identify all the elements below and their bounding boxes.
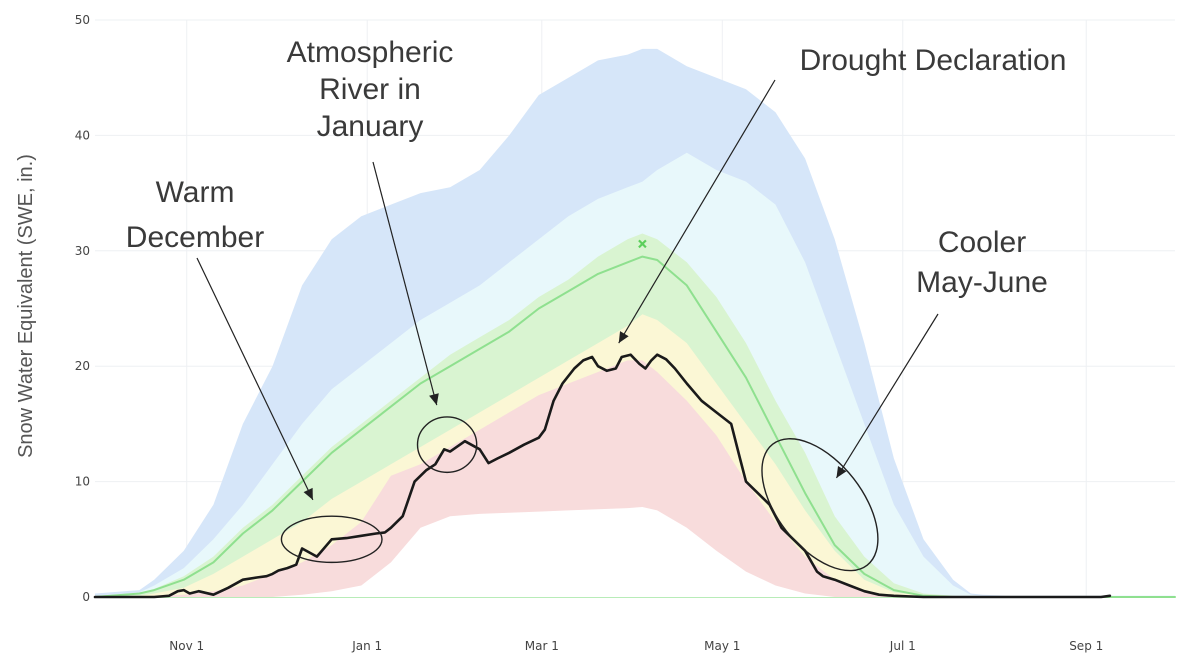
- annotation-arrow: [196, 257, 314, 501]
- markers: [638, 239, 647, 249]
- x-tick-label: Jul 1: [889, 639, 916, 653]
- y-axis-label: Snow Water Equivalent (SWE, in.): [15, 154, 37, 458]
- x-axis-ticks: Nov 1 Jan 1 Mar 1 May 1 Jul 1 Sep 1: [169, 639, 1103, 653]
- annotation-4: Cooler May-June: [761, 226, 1048, 572]
- annotation-ellipse: [416, 416, 478, 474]
- annotation-text: Atmospheric River in January: [287, 36, 454, 143]
- annotation-2: Atmospheric River in January: [287, 36, 478, 474]
- percentile-bands: [95, 48, 1175, 597]
- annotation-line: Cooler: [938, 226, 1026, 259]
- y-tick-label: 30: [75, 244, 90, 258]
- annotation-text: Drought Declaration: [800, 44, 1067, 77]
- series-lines: [93, 255, 1176, 599]
- annotation-1: Warm December: [126, 176, 383, 564]
- annotation-arrowhead: [618, 331, 629, 344]
- median-peak-marker: [638, 239, 647, 249]
- x-tick-label: Jan 1: [351, 639, 382, 653]
- annotation-text: Cooler May-June: [916, 226, 1048, 299]
- annotation-line: Atmospheric: [287, 36, 454, 69]
- annotation-line: Drought Declaration: [800, 44, 1067, 77]
- line-current-year: [93, 353, 1112, 599]
- annotation-arrowhead: [429, 393, 439, 406]
- annotation-arrow: [372, 161, 438, 406]
- x-tick-label: Mar 1: [525, 639, 559, 653]
- band-min: [95, 507, 1175, 597]
- annotations: Warm December Atmospheric River in January Dr…: [126, 36, 1067, 572]
- band-10th-percentile: [95, 360, 1175, 597]
- y-tick-label: 10: [75, 475, 90, 489]
- y-tick-label: 0: [82, 590, 90, 604]
- x-tick-label: Sep 1: [1069, 639, 1103, 653]
- annotation-arrowhead: [836, 466, 847, 478]
- annotation-arrow: [618, 79, 776, 344]
- annotation-3: Drought Declaration: [618, 44, 1067, 344]
- x-tick-label: May 1: [704, 639, 740, 653]
- y-axis-ticks: 0 10 20 30 40 50: [75, 13, 90, 604]
- annotation-line: Warm: [156, 176, 235, 209]
- annotation-ellipse: [280, 515, 383, 564]
- annotation-line: May-June: [916, 266, 1048, 299]
- y-tick-label: 50: [75, 13, 90, 27]
- annotation-text: Warm December: [126, 176, 264, 254]
- annotation-line: December: [126, 221, 264, 254]
- annotation-arrow: [835, 313, 939, 479]
- y-tick-label: 40: [75, 128, 90, 142]
- annotation-line: January: [317, 110, 424, 143]
- annotation-line: River in: [319, 73, 421, 106]
- annotation-arrowhead: [303, 487, 313, 500]
- annotation-ellipse: [761, 438, 879, 572]
- x-tick-label: Nov 1: [169, 639, 204, 653]
- y-tick-label: 20: [75, 359, 90, 373]
